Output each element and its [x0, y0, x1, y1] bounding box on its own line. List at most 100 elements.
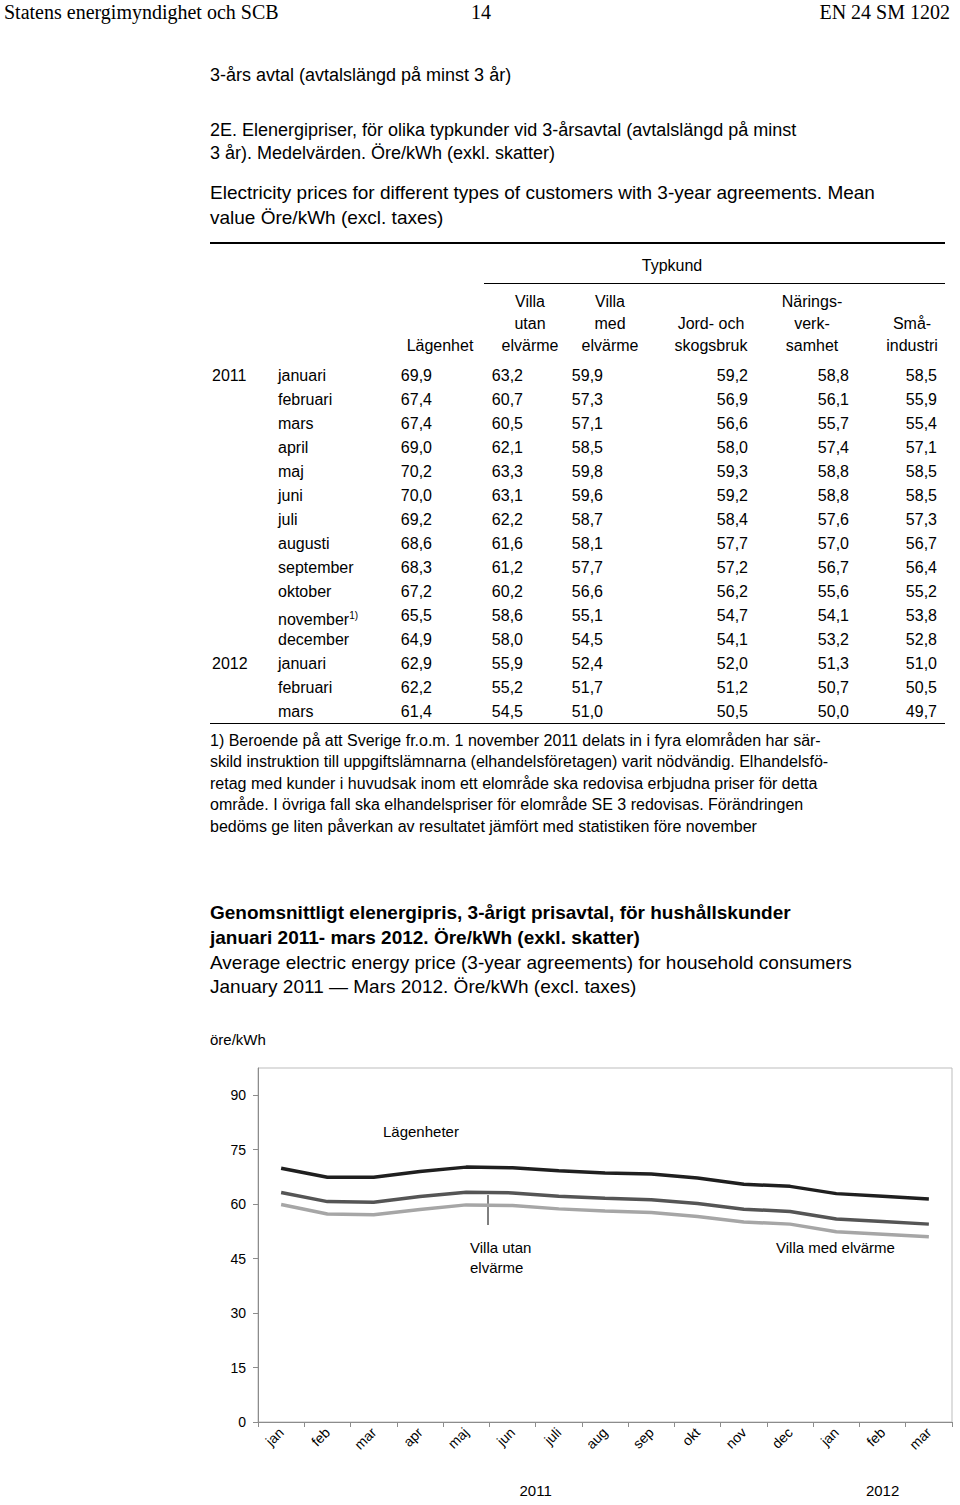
- html-text:56,1: 56,1: [817, 390, 849, 408]
- html-text:58,0: 58,0: [716, 438, 748, 456]
- html-text:maj: maj: [278, 462, 304, 480]
- svg-text:feb: feb: [863, 1424, 888, 1449]
- html-text:58,5: 58,5: [905, 366, 937, 384]
- html-text:57,1: 57,1: [571, 414, 603, 432]
- html-text:juli: juli: [278, 510, 298, 528]
- svg-text:30: 30: [230, 1305, 246, 1321]
- html-text:Jord- och: Jord- och: [677, 314, 745, 332]
- html-text:2011: 2011: [212, 366, 247, 384]
- html-text:63,2: 63,2: [491, 366, 523, 384]
- html-text:14: 14: [471, 1, 491, 23]
- html-text:samhet: samhet: [785, 336, 839, 354]
- html-text:verk-: verk-: [794, 314, 830, 332]
- svg-text:elvärme: elvärme: [470, 1259, 523, 1276]
- html-text:juni: juni: [278, 486, 303, 504]
- svg-text:nov: nov: [722, 1424, 749, 1451]
- svg-text:jan: jan: [262, 1424, 287, 1449]
- svg-text:2012: 2012: [866, 1482, 899, 1499]
- html-text:april: april: [278, 438, 309, 456]
- html-text:60,5: 60,5: [491, 414, 523, 432]
- html-text:Små-: Små-: [892, 314, 932, 332]
- html-text:59,8: 59,8: [571, 462, 603, 480]
- html-text:Lägenhet: Lägenhet: [406, 336, 474, 354]
- html-text:skogsbruk: skogsbruk: [674, 336, 748, 354]
- html-text:Typkund: Typkund: [641, 256, 703, 274]
- html-text:Villa: Villa: [515, 292, 545, 310]
- html-text:Statens energimyndighet och SC: Statens energimyndighet och SCB: [4, 1, 279, 23]
- html-text:58,8: 58,8: [817, 462, 849, 480]
- html-text:58,5: 58,5: [905, 486, 937, 504]
- html-text:57,4: 57,4: [817, 438, 849, 456]
- html-text:value Öre/kWh (excl. taxes): value Öre/kWh (excl. taxes): [210, 206, 444, 228]
- svg-text:0: 0: [238, 1414, 246, 1430]
- html-text:januari 2011- mars 2012. Öre/k: januari 2011- mars 2012. Öre/kWh (exkl. …: [210, 926, 640, 948]
- svg-text:Lägenheter: Lägenheter: [383, 1123, 459, 1140]
- html-text:55,7: 55,7: [817, 414, 849, 432]
- html-text:59,3: 59,3: [716, 462, 748, 480]
- html-text:58,8: 58,8: [817, 486, 849, 504]
- html-text:58,5: 58,5: [571, 438, 603, 456]
- svg-text:apr: apr: [400, 1424, 426, 1450]
- html-text:industri: industri: [886, 336, 938, 354]
- html-text:69,9: 69,9: [400, 366, 432, 384]
- html-text:70,0: 70,0: [400, 486, 432, 504]
- html-text:mars: mars: [278, 414, 314, 432]
- html-text:59,2: 59,2: [716, 366, 748, 384]
- svg-text:sep: sep: [630, 1424, 657, 1451]
- html-text:Electricity prices for differe: Electricity prices for different types o…: [210, 181, 875, 203]
- html-text:January 2011 — Mars 2012. Öre/: January 2011 — Mars 2012. Öre/kWh (excl.…: [210, 975, 637, 997]
- svg-text:2011: 2011: [519, 1482, 551, 1499]
- svg-text:Villa med elvärme: Villa med elvärme: [776, 1239, 895, 1256]
- html-text:59,6: 59,6: [571, 486, 603, 504]
- html-text:57,1: 57,1: [905, 438, 937, 456]
- svg-text:aug: aug: [583, 1424, 611, 1452]
- svg-text:60: 60: [230, 1196, 246, 1212]
- html-text:58,8: 58,8: [817, 366, 849, 384]
- html-text:2E. Elenergipriser, för olika: 2E. Elenergipriser, för olika typkunder …: [210, 120, 797, 140]
- svg-text:juli: juli: [540, 1424, 564, 1448]
- svg-text:15: 15: [230, 1360, 246, 1376]
- svg-text:75: 75: [230, 1142, 246, 1158]
- html-text:elvärme: elvärme: [581, 336, 639, 354]
- svg-text:mar: mar: [906, 1424, 935, 1453]
- html-text:63,1: 63,1: [491, 486, 523, 504]
- svg-text:90: 90: [230, 1087, 246, 1103]
- html-text:utan: utan: [514, 314, 546, 332]
- html-text:59,9: 59,9: [571, 366, 603, 384]
- html-text:Genomsnittligt elenergipris, 3: Genomsnittligt elenergipris, 3-årigt pri…: [210, 901, 791, 923]
- html-text:56,6: 56,6: [716, 414, 748, 432]
- html-text:70,2: 70,2: [400, 462, 432, 480]
- html-text:67,4: 67,4: [400, 414, 432, 432]
- svg-text:Villa utan: Villa utan: [470, 1239, 536, 1256]
- html-text:Average electric energy price: Average electric energy price (3-year ag…: [210, 951, 852, 973]
- html-text:69,0: 69,0: [400, 438, 432, 456]
- html-text:62,1: 62,1: [491, 438, 523, 456]
- html-text:elvärme: elvärme: [501, 336, 559, 354]
- html-text:februari: februari: [278, 390, 333, 408]
- svg-text:45: 45: [230, 1251, 246, 1267]
- html-text:67,4: 67,4: [400, 390, 432, 408]
- svg-text:dec: dec: [768, 1424, 795, 1451]
- html-text:57,3: 57,3: [571, 390, 603, 408]
- html-text:55,9: 55,9: [905, 390, 937, 408]
- html-text:55,4: 55,4: [905, 414, 937, 432]
- svg-text:jun: jun: [493, 1424, 518, 1449]
- html-text:58,5: 58,5: [905, 462, 937, 480]
- html-text:Närings-: Närings-: [781, 292, 843, 310]
- svg-text:feb: feb: [308, 1424, 333, 1449]
- svg-text:okt: okt: [679, 1424, 704, 1449]
- html-text:3-års avtal (avtalslängd på mi: 3-års avtal (avtalslängd på minst 3 år): [210, 65, 512, 85]
- svg-text:jan: jan: [817, 1424, 842, 1449]
- html-text:56,9: 56,9: [716, 390, 748, 408]
- html-text:Villa: Villa: [595, 292, 625, 310]
- html-text:EN 24 SM 1202: EN 24 SM 1202: [819, 1, 950, 23]
- html-text:59,2: 59,2: [716, 486, 748, 504]
- svg-text:maj: maj: [445, 1424, 472, 1451]
- html-text:3 år). Medelvärden. Öre/kWh (e: 3 år). Medelvärden. Öre/kWh (exkl. skatt…: [210, 143, 556, 163]
- html-text:januari: januari: [278, 366, 326, 384]
- html-text:november1): november1): [278, 609, 359, 628]
- html-text:63,3: 63,3: [491, 462, 523, 480]
- html-text:med: med: [594, 314, 626, 332]
- html-text:60,7: 60,7: [491, 390, 523, 408]
- svg-text:mar: mar: [351, 1424, 380, 1453]
